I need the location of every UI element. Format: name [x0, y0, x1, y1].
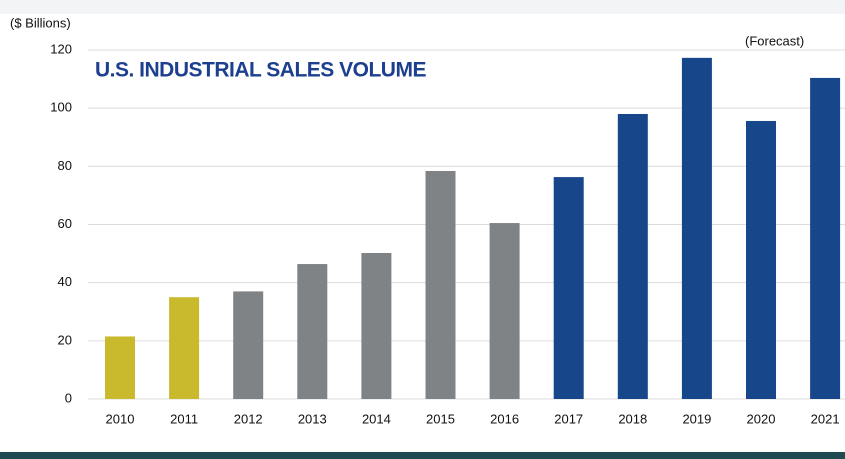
bar — [361, 253, 392, 399]
bar — [746, 120, 776, 400]
bar-layer — [105, 57, 841, 400]
bar — [489, 223, 520, 399]
bar — [425, 170, 456, 399]
y-tick-label: 80 — [58, 158, 72, 173]
bar — [233, 291, 264, 399]
bar — [105, 336, 135, 399]
x-tick-label: 2015 — [426, 411, 455, 426]
top-band — [0, 0, 845, 14]
x-tick-label: 2019 — [682, 411, 711, 426]
bar — [553, 177, 584, 399]
y-tick-label: 20 — [58, 332, 72, 347]
y-tick-label: 40 — [58, 274, 72, 289]
y-tick-label: 120 — [50, 41, 72, 56]
bar — [681, 57, 712, 399]
x-tick-label: 2012 — [234, 411, 263, 426]
bar — [169, 297, 200, 399]
annotation: (Forecast) — [745, 33, 804, 48]
x-tick-label: 2013 — [298, 411, 327, 426]
x-tick-label: 2017 — [554, 411, 583, 426]
x-tick-label: 2020 — [747, 411, 776, 426]
y-tick-label: 100 — [50, 100, 72, 115]
x-tick-label: 2016 — [490, 411, 519, 426]
x-tick-label: 2018 — [618, 411, 647, 426]
x-tick-label: 2021 — [811, 411, 840, 426]
y-tick-label: 60 — [58, 216, 72, 231]
chart-title: U.S. INDUSTRIAL SALES VOLUME — [95, 59, 426, 82]
y-axis-label: ($ Billions) — [10, 15, 71, 30]
x-tick-label: 2011 — [170, 411, 198, 426]
x-tick-label: 2014 — [362, 411, 391, 426]
grid-layer — [88, 49, 845, 400]
bottom-band — [0, 452, 845, 459]
bar — [297, 264, 328, 399]
y-tick-label: 0 — [65, 390, 72, 405]
bar — [617, 113, 648, 399]
bar — [810, 77, 841, 400]
x-tick-label: 2010 — [106, 411, 135, 426]
